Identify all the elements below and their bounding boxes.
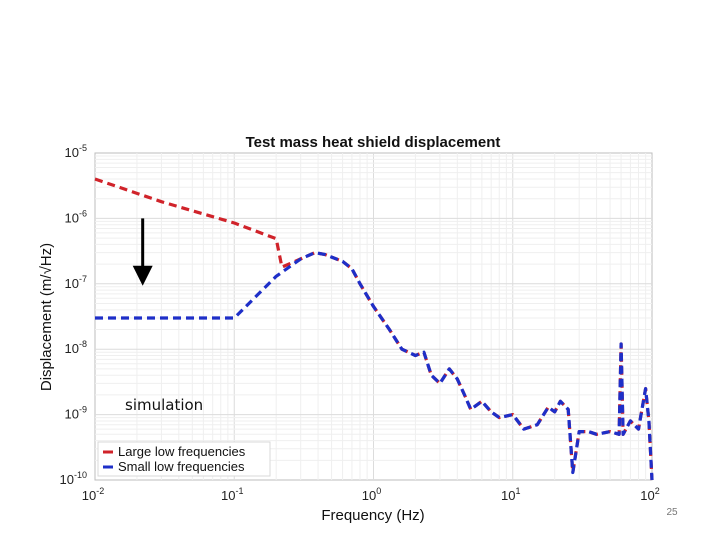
x-tick-label: 10-2 (82, 486, 104, 503)
x-tick-label: 101 (501, 486, 520, 503)
y-tick-label: 10-8 (65, 339, 87, 356)
x-tick-label: 100 (362, 486, 381, 503)
series-line-small (95, 251, 654, 481)
legend-label-small: Small low frequencies (118, 459, 245, 474)
legend-box (97, 441, 271, 477)
series-layer (94, 177, 654, 481)
x-tick-label: 102 (640, 486, 659, 503)
x-tick-label: 10-1 (221, 486, 243, 503)
arrow-head (132, 265, 153, 286)
chart-title: Test mass heat shield displacement (246, 134, 501, 151)
y-axis-label: Displacement (m/√Hz) (38, 243, 55, 391)
tick-labels: 10-2 10-1 100 101 102 10-10 10-9 10-8 10-7 10-6 10… (60, 143, 660, 503)
y-tick-label: 10-9 (65, 405, 87, 422)
y-tick-label: 10-5 (65, 143, 87, 160)
slide-number: 25 (666, 507, 678, 518)
legend: Large low frequencies Small low frequenc… (97, 441, 271, 477)
y-tick-label: 10-7 (65, 274, 87, 291)
simulation-annotation: simulation (125, 396, 203, 414)
y-tick-label: 10-6 (65, 208, 87, 225)
y-tick-label: 10-10 (60, 470, 87, 487)
grid (95, 153, 652, 480)
x-axis-label: Frequency (Hz) (321, 507, 424, 524)
arrow-layer (132, 218, 153, 286)
legend-label-large: Large low frequencies (118, 444, 246, 459)
